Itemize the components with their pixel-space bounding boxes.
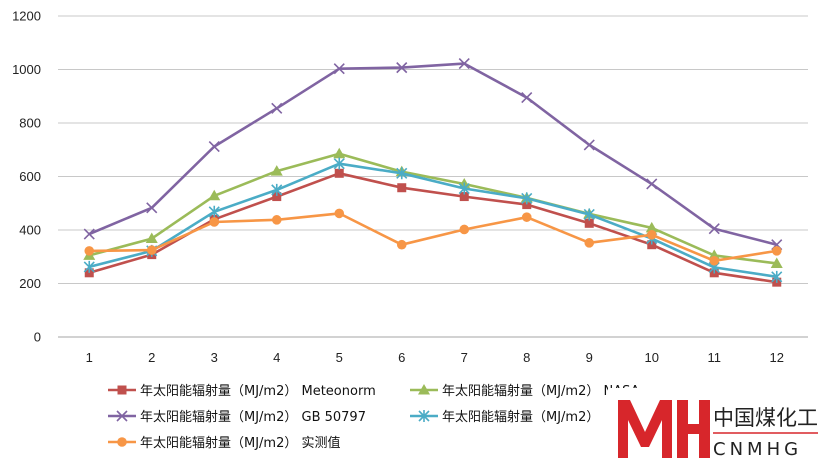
data-point <box>333 147 346 159</box>
data-point <box>83 228 95 240</box>
legend-swatch-marker <box>116 410 128 422</box>
x-tick-label: 12 <box>770 350 784 365</box>
legend-item: 年太阳能辐射量（MJ/m2） <box>410 409 599 425</box>
data-point <box>397 183 407 193</box>
x-tick-label: 7 <box>461 350 468 365</box>
series-3 <box>83 58 783 251</box>
data-point <box>208 205 220 218</box>
x-tick-label: 11 <box>708 350 722 365</box>
data-point <box>272 192 282 202</box>
data-point <box>396 167 408 180</box>
data-point <box>208 189 221 201</box>
x-tick-label: 9 <box>586 350 593 365</box>
gridlines <box>58 15 808 338</box>
data-point <box>584 238 595 248</box>
x-axis-tick-labels: 1 2 3 4 5 6 7 8 9 10 11 12 <box>86 350 784 365</box>
x-tick-label: 1 <box>86 350 93 365</box>
data-point <box>521 192 533 205</box>
x-tick-label: 3 <box>211 350 218 365</box>
data-point <box>334 168 344 178</box>
data-point <box>583 208 595 221</box>
y-tick-label: 1000 <box>12 62 41 77</box>
legend-label: 年太阳能辐射量（MJ/m2） Meteonorm <box>140 383 376 399</box>
legend: 年太阳能辐射量（MJ/m2） Meteonorm 年太阳能辐射量（MJ/m2） N… <box>108 383 640 451</box>
y-tick-label: 800 <box>19 116 41 131</box>
y-tick-label: 400 <box>19 223 41 238</box>
logo-mark-mh <box>618 400 710 458</box>
data-point <box>584 218 594 228</box>
legend-item: 年太阳能辐射量（MJ/m2） NASA <box>410 383 640 399</box>
data-point <box>396 239 407 250</box>
data-point <box>84 246 95 256</box>
series-line <box>88 172 777 284</box>
logo-name-en: CNMHG <box>713 439 802 460</box>
data-point <box>459 192 469 202</box>
data-point <box>459 224 470 235</box>
legend-item: 年太阳能辐射量（MJ/m2） GB 50797 <box>108 409 366 425</box>
y-axis-tick-labels: 0 200 400 600 800 1000 1200 <box>12 9 41 345</box>
data-point <box>208 140 220 153</box>
data-point <box>521 212 532 222</box>
data-point <box>770 257 783 268</box>
series-group <box>83 58 783 287</box>
data-point <box>521 92 533 104</box>
data-point <box>145 232 158 244</box>
data-point <box>709 255 720 266</box>
data-point <box>583 139 595 151</box>
x-tick-label: 2 <box>148 350 155 365</box>
y-tick-label: 200 <box>19 276 41 291</box>
legend-swatch-marker <box>418 384 430 395</box>
data-point <box>271 215 282 225</box>
legend-item: 年太阳能辐射量（MJ/m2） Meteonorm <box>108 383 376 399</box>
data-point <box>83 260 95 273</box>
series-5 <box>84 208 782 266</box>
data-point <box>333 63 345 75</box>
data-point <box>333 157 345 170</box>
data-point <box>334 208 345 219</box>
data-point <box>270 165 283 176</box>
legend-item: 年太阳能辐射量（MJ/m2） 实测值 <box>108 435 341 451</box>
data-point <box>646 230 657 240</box>
x-tick-label: 8 <box>523 350 530 365</box>
data-point <box>271 102 283 114</box>
logo-name-cn: 中国煤化工 <box>713 406 818 430</box>
logo-backdrop <box>608 388 822 465</box>
data-point <box>522 200 532 210</box>
legend-swatch-marker <box>117 385 127 395</box>
cnmhg-logo: 中国煤化工 CNMHG <box>608 388 822 465</box>
y-tick-label: 1200 <box>12 9 41 24</box>
data-point <box>645 221 658 233</box>
data-point <box>646 178 658 190</box>
data-point <box>209 217 220 227</box>
data-point <box>647 240 657 250</box>
series-line <box>88 162 777 279</box>
y-tick-label: 600 <box>19 169 41 184</box>
data-point <box>708 223 720 235</box>
legend-label: 年太阳能辐射量（MJ/m2） <box>442 409 599 425</box>
legend-label: 年太阳能辐射量（MJ/m2） NASA <box>442 383 640 399</box>
y-tick-label: 0 <box>34 330 41 345</box>
legend-swatch-marker <box>418 410 430 422</box>
data-point <box>146 245 157 255</box>
data-point <box>458 58 470 70</box>
legend-label: 年太阳能辐射量（MJ/m2） GB 50797 <box>140 409 366 425</box>
series-line <box>89 212 778 263</box>
legend-label: 年太阳能辐射量（MJ/m2） 实测值 <box>140 435 341 451</box>
legend-swatch-marker <box>117 437 127 447</box>
data-point <box>271 183 283 196</box>
x-tick-label: 5 <box>336 350 343 365</box>
x-tick-label: 6 <box>398 350 405 365</box>
x-tick-label: 10 <box>645 350 659 365</box>
data-point <box>396 62 408 74</box>
data-point <box>771 270 783 283</box>
series-line <box>88 152 777 265</box>
series-4 <box>83 157 783 283</box>
x-tick-label: 4 <box>273 350 280 365</box>
data-point <box>458 182 470 195</box>
data-point <box>146 202 158 214</box>
data-point <box>771 246 782 256</box>
series-line <box>88 62 778 246</box>
